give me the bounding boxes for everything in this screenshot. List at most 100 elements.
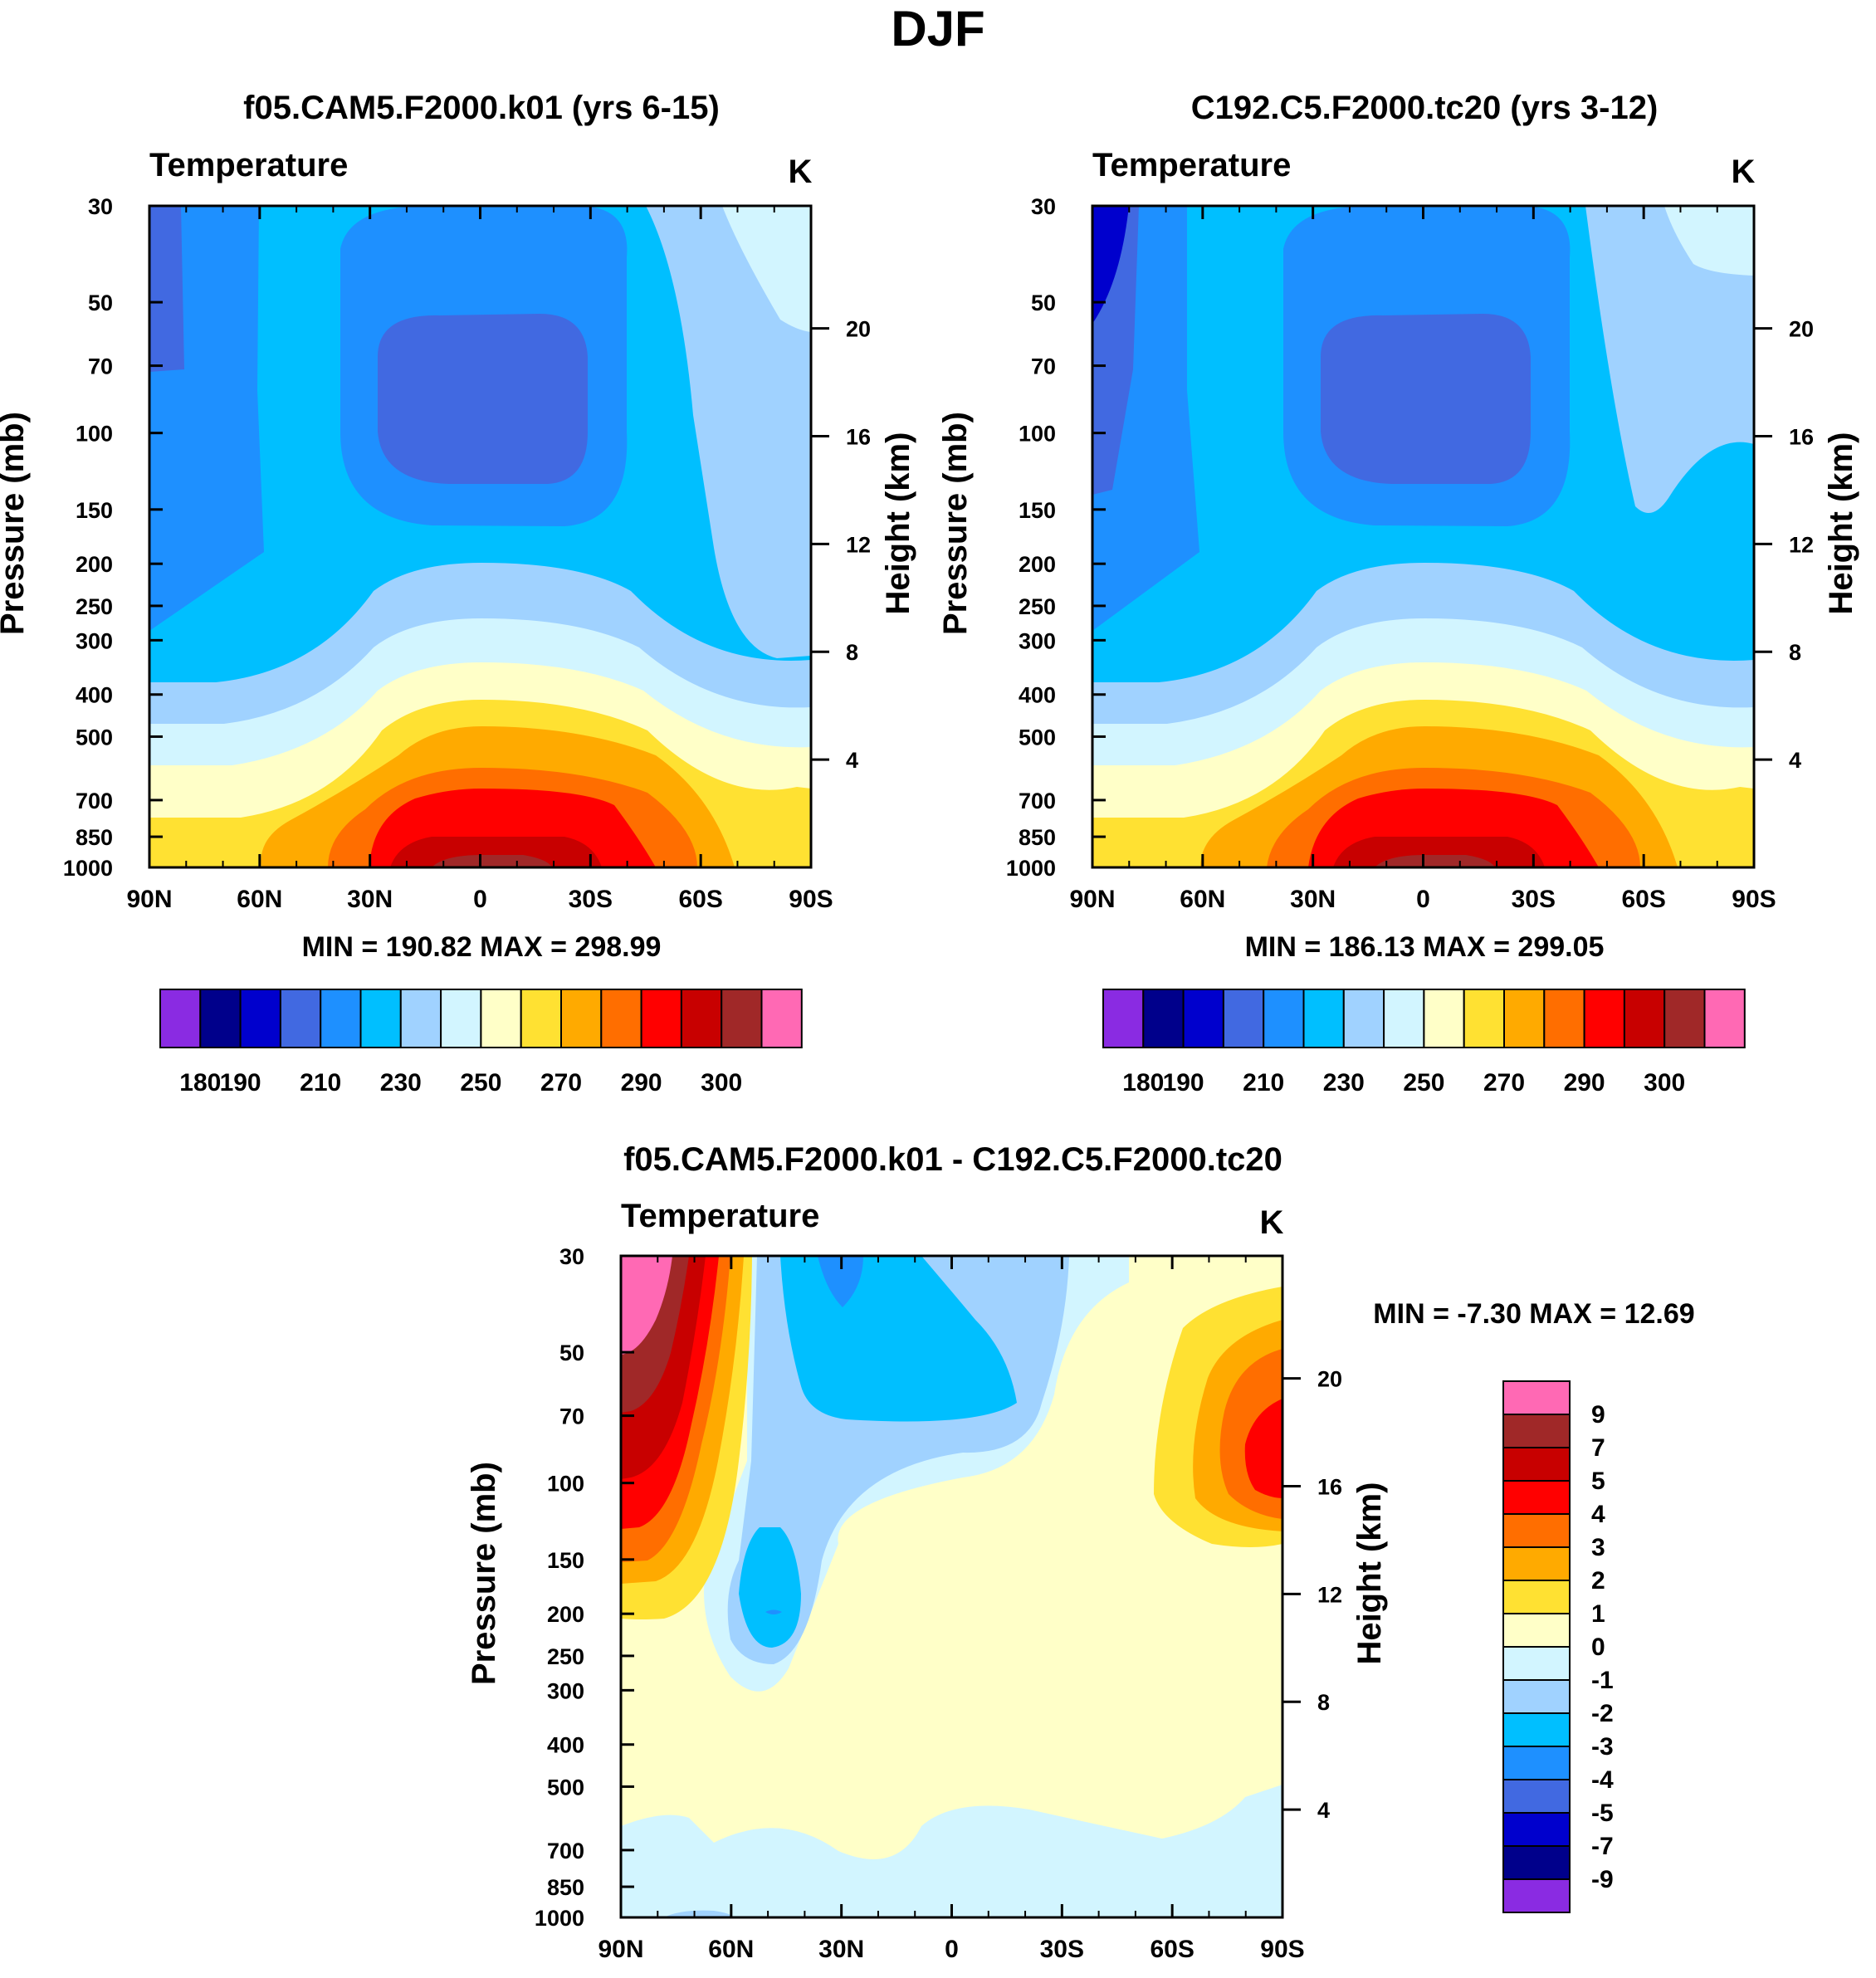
colorbar-swatch bbox=[1502, 1447, 1571, 1482]
panel-a-units-label: K bbox=[789, 154, 813, 190]
colorbar-swatch bbox=[1142, 989, 1185, 1048]
colorbar-swatch bbox=[1583, 989, 1625, 1048]
colorbar-swatch bbox=[721, 989, 763, 1048]
height-tick-label: 4 bbox=[1317, 1798, 1330, 1823]
x-tick-label: 90N bbox=[126, 886, 172, 913]
y-tick-label: 500 bbox=[1019, 725, 1056, 750]
y-tick-label: 200 bbox=[1019, 552, 1056, 577]
colorbar-swatch bbox=[359, 989, 402, 1048]
panel-c-units-label: K bbox=[1260, 1204, 1284, 1241]
colorbar-swatch bbox=[1263, 989, 1305, 1048]
colorbar-label: 290 bbox=[1564, 1069, 1605, 1096]
height-tick-label: 12 bbox=[846, 532, 871, 557]
panel-c-axes: 90N 60N 30N 0 30S 60S 90S 30 50 70 100 150 200 250 300… bbox=[466, 1244, 1388, 1963]
colorbar-swatch bbox=[1182, 989, 1224, 1048]
colorbar-swatch bbox=[1502, 1878, 1571, 1913]
height-tick-label: 8 bbox=[1789, 640, 1801, 665]
x-tick-label: 90S bbox=[789, 886, 833, 913]
y-tick-label: 1000 bbox=[1006, 856, 1056, 881]
colorbar-swatch bbox=[1663, 989, 1706, 1048]
y-axis-title: Pressure (mb) bbox=[466, 1462, 502, 1685]
y-tick-label: 850 bbox=[76, 825, 113, 850]
y-tick-label: 1000 bbox=[63, 856, 113, 881]
y-tick-label: 500 bbox=[76, 725, 113, 750]
colorbar-label: 5 bbox=[1591, 1468, 1605, 1495]
colorbar-swatch bbox=[279, 989, 322, 1048]
colorbar-label: 270 bbox=[540, 1069, 582, 1096]
colorbar-label: 230 bbox=[1323, 1069, 1365, 1096]
y-tick-label: 400 bbox=[547, 1733, 584, 1758]
colorbar-swatch bbox=[1502, 1613, 1571, 1648]
colorbar-label: 210 bbox=[1243, 1069, 1284, 1096]
y-tick-label: 250 bbox=[547, 1644, 584, 1669]
x-tick-label: 30N bbox=[818, 1936, 864, 1963]
x-tick-label: 60S bbox=[1621, 886, 1665, 913]
colorbar-swatch bbox=[1543, 989, 1585, 1048]
x-tick-label: 0 bbox=[1416, 886, 1430, 913]
height-tick-label: 20 bbox=[846, 317, 871, 342]
y-tick-label: 300 bbox=[76, 628, 113, 653]
colorbar-swatch bbox=[199, 989, 242, 1048]
page-title: DJF bbox=[891, 1, 984, 56]
colorbar-label: 190 bbox=[1163, 1069, 1204, 1096]
x-tick-label: 30S bbox=[1512, 886, 1556, 913]
colorbar-swatch bbox=[1502, 1480, 1571, 1515]
panel-b-contour-field bbox=[1092, 206, 1754, 867]
colorbar-label: 180 bbox=[1122, 1069, 1164, 1096]
panel-c-variable-label: Temperature bbox=[621, 1198, 819, 1234]
y-axis-title-right: Height (km) bbox=[880, 432, 916, 615]
colorbar-swatch bbox=[1502, 1679, 1571, 1714]
y-tick-label: 50 bbox=[88, 291, 113, 315]
colorbar-swatch bbox=[1102, 989, 1145, 1048]
colorbar-swatch bbox=[1623, 989, 1666, 1048]
y-tick-label: 70 bbox=[559, 1404, 584, 1429]
panel-a-contour-field bbox=[149, 206, 811, 867]
height-tick-label: 16 bbox=[1317, 1474, 1342, 1499]
x-tick-label: 60N bbox=[708, 1936, 754, 1963]
height-tick-label: 8 bbox=[846, 640, 858, 665]
x-tick-label: 90N bbox=[1069, 886, 1115, 913]
colorbar-label: 230 bbox=[380, 1069, 422, 1096]
colorbar-swatch bbox=[520, 989, 563, 1048]
y-tick-label: 100 bbox=[547, 1472, 584, 1497]
colorbar-label: 0 bbox=[1591, 1634, 1605, 1661]
colorbar-swatch bbox=[1502, 1380, 1571, 1415]
y-axis-title-right: Height (km) bbox=[1351, 1482, 1388, 1665]
y-tick-label: 250 bbox=[76, 594, 113, 619]
colorbar-swatch bbox=[560, 989, 603, 1048]
colorbar-label: -5 bbox=[1591, 1800, 1614, 1827]
panel-c-contour-field bbox=[621, 1256, 1282, 1917]
y-tick-label: 100 bbox=[76, 422, 113, 447]
x-tick-label: 60S bbox=[1150, 1936, 1194, 1963]
colorbar-swatch bbox=[440, 989, 482, 1048]
colorbar-label: -4 bbox=[1591, 1766, 1614, 1794]
colorbar-label: 9 bbox=[1591, 1401, 1605, 1429]
y-tick-label: 30 bbox=[559, 1244, 584, 1269]
panel-c-colorbar: 9 7 5 4 3 2 1 0 -1 -2 -3 -4 -5 -7 -9 bbox=[1502, 1380, 1614, 1913]
panel-a-axes: 90N 60N 30N 0 30S 60S 90S 30 50 70 100 150 200 250 300… bbox=[0, 194, 916, 913]
height-tick-label: 16 bbox=[846, 424, 871, 449]
colorbar-label: 180 bbox=[179, 1069, 221, 1096]
y-axis-title: Pressure (mb) bbox=[937, 412, 974, 635]
y-axis-title-right: Height (km) bbox=[1823, 432, 1859, 615]
height-tick-label: 4 bbox=[846, 748, 858, 773]
colorbar-swatch bbox=[1502, 1712, 1571, 1747]
y-tick-label: 150 bbox=[1019, 498, 1056, 523]
colorbar-label: 250 bbox=[460, 1069, 501, 1096]
panel-c-min-max: MIN = -7.30 MAX = 12.69 bbox=[1373, 1298, 1694, 1330]
colorbar-label: 300 bbox=[701, 1069, 742, 1096]
colorbar-swatch bbox=[680, 989, 723, 1048]
x-tick-label: 30S bbox=[1040, 1936, 1084, 1963]
colorbar-swatch bbox=[760, 989, 803, 1048]
y-tick-label: 70 bbox=[1031, 354, 1056, 379]
colorbar-label: 4 bbox=[1591, 1501, 1605, 1528]
colorbar-swatch bbox=[159, 989, 202, 1048]
colorbar-label: 190 bbox=[220, 1069, 261, 1096]
y-tick-label: 1000 bbox=[535, 1906, 584, 1931]
x-tick-label: 0 bbox=[945, 1936, 959, 1963]
colorbar-swatch bbox=[1383, 989, 1425, 1048]
colorbar-label: -2 bbox=[1591, 1700, 1614, 1727]
panel-c-title: f05.CAM5.F2000.k01 - C192.C5.F2000.tc20 bbox=[623, 1141, 1282, 1178]
